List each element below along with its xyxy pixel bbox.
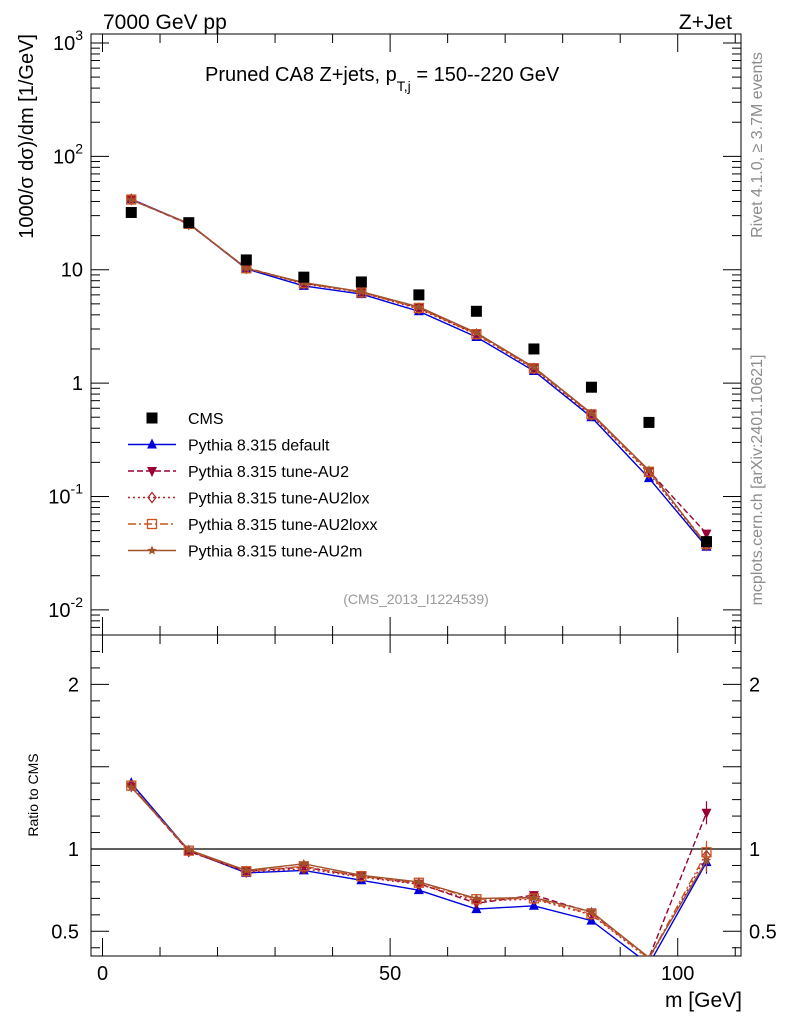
ratio-point-au2loxx	[126, 780, 137, 791]
cms-data-point	[355, 276, 367, 288]
y-tick-label-exp: -1	[71, 480, 84, 496]
cms-data-point	[298, 271, 310, 283]
plot-title-rest: = 150--220 GeV	[411, 64, 560, 86]
cms-data-point	[183, 217, 195, 229]
ratio-point-au2m	[126, 782, 136, 792]
ratio-plot-frame	[90, 634, 742, 957]
legend-cms-marker	[146, 412, 158, 424]
ratio-point-au2m	[356, 870, 367, 880]
y-tick-label: 103	[53, 27, 83, 55]
cms-data-point	[643, 416, 655, 428]
process-label: Z+Jet	[679, 11, 732, 34]
series-point-default	[643, 472, 654, 483]
legend-marker-au2loxx	[146, 518, 158, 530]
series-point-au2m	[529, 362, 539, 372]
legend-label-au2: Pythia 8.315 tune-AU2	[188, 464, 349, 481]
ratio-point-au2m	[241, 865, 252, 875]
series-point-au2m	[414, 301, 424, 311]
y-tick-label-base: 10	[48, 486, 70, 508]
legend-marker-au2m	[147, 545, 157, 555]
main-y-axis-title: 1000/σ dσ)/dm [1/GeV]	[16, 34, 38, 239]
ratio-line-au2lox	[130, 785, 708, 956]
series-point-au2m	[471, 327, 482, 337]
ratio-y-axis: 0.5 0.5 1 1 2 2	[51, 650, 777, 949]
legend-marker-au2	[147, 467, 157, 477]
ratio-point-au2m	[184, 844, 194, 854]
main-series-layer	[125, 193, 712, 552]
series-point-au2m	[356, 286, 367, 296]
legend-label-default: Pythia 8.315 default	[188, 438, 330, 455]
ratio-point-au2m	[471, 893, 482, 903]
ratio-point-au2m	[414, 876, 424, 886]
y-tick-label-exp: 2	[75, 140, 83, 156]
ratio-point-au2m	[529, 892, 539, 902]
series-line-au2	[131, 199, 708, 535]
legend: CMS Pythia 8.315 default Pythia 8.315 tune…	[128, 411, 377, 561]
y-tick-label-base: 10	[48, 600, 70, 622]
cms-data-point	[528, 343, 540, 355]
y-tick-label-base: 10	[53, 33, 75, 55]
ratio-line-au2loxx	[130, 785, 708, 956]
ratio-tick-label-left: 0.5	[51, 921, 79, 943]
legend-label-au2m: Pythia 8.315 tune-AU2m	[188, 544, 362, 561]
x-tick-label: 100	[661, 963, 694, 985]
ratio-point-au2m	[586, 906, 597, 916]
y-tick-label: 1	[72, 373, 83, 395]
x-tick-label: 0	[97, 963, 108, 985]
legend-label-au2loxx: Pythia 8.315 tune-AU2loxx	[188, 517, 377, 534]
legend-marker-au2lox	[147, 491, 157, 504]
legend-cms-label: CMS	[188, 411, 224, 428]
legend-label-au2lox: Pythia 8.315 tune-AU2lox	[188, 491, 369, 508]
series-point-au2lox	[644, 467, 654, 480]
y-tick-label: 10-1	[48, 480, 83, 508]
y-tick-label-exp: -2	[71, 594, 84, 610]
cms-data-point	[125, 206, 137, 218]
series-point-au2m	[644, 465, 654, 475]
ratio-tick-label-right: 1	[749, 839, 760, 861]
y-tick-label-base: 10	[53, 146, 75, 168]
cms-data-point	[413, 289, 425, 301]
ratio-point-au2m	[299, 858, 309, 868]
ratio-tick-label-left: 1	[68, 839, 79, 861]
ratio-line-au2	[130, 785, 708, 956]
cms-data-point	[240, 254, 252, 266]
cms-data-point	[700, 536, 712, 548]
series-point-au2	[701, 529, 712, 540]
plot-title: Pruned CA8 Z+jets, pT,j = 150--220 GeV	[205, 64, 560, 94]
series-point-au2m	[126, 195, 136, 205]
series-point-au2m	[241, 263, 252, 273]
x-axis-title: m [GeV]	[665, 989, 742, 1012]
plot-title-sub: T,j	[397, 78, 411, 94]
series-point-au2m	[586, 408, 597, 418]
y-tick-label: 102	[53, 140, 83, 168]
ratio-line-au2m	[130, 786, 708, 956]
legend-marker-default	[147, 438, 157, 449]
x-axis: 0 50 100	[97, 34, 736, 985]
x-tick-label: 50	[379, 963, 401, 985]
y-tick-label: 10-2	[48, 594, 83, 622]
energy-label: 7000 GeV pp	[103, 11, 227, 34]
ratio-tick-label-right: 2	[749, 674, 760, 696]
mcplots-label: mcplots.cern.ch [arXiv:2401.10621]	[749, 355, 766, 606]
ratio-tick-label-left: 2	[68, 674, 79, 696]
analysis-tag: (CMS_2013_I1224539)	[343, 591, 489, 607]
ratio-series-layer	[126, 777, 712, 956]
cms-data-point	[470, 305, 482, 317]
series-point-au2loxx	[126, 194, 137, 205]
ratio-tick-label-right: 0.5	[749, 921, 777, 943]
rivet-label: Rivet 4.1.0, ≥ 3.7M events	[749, 52, 766, 238]
plot-title-main: Pruned CA8 Z+jets, p	[205, 64, 397, 86]
y-tick-label-exp: 3	[75, 27, 83, 43]
cms-data-point	[585, 381, 597, 393]
y-tick-label: 10	[61, 260, 83, 282]
ratio-y-axis-title: Ratio to CMS	[25, 753, 41, 836]
